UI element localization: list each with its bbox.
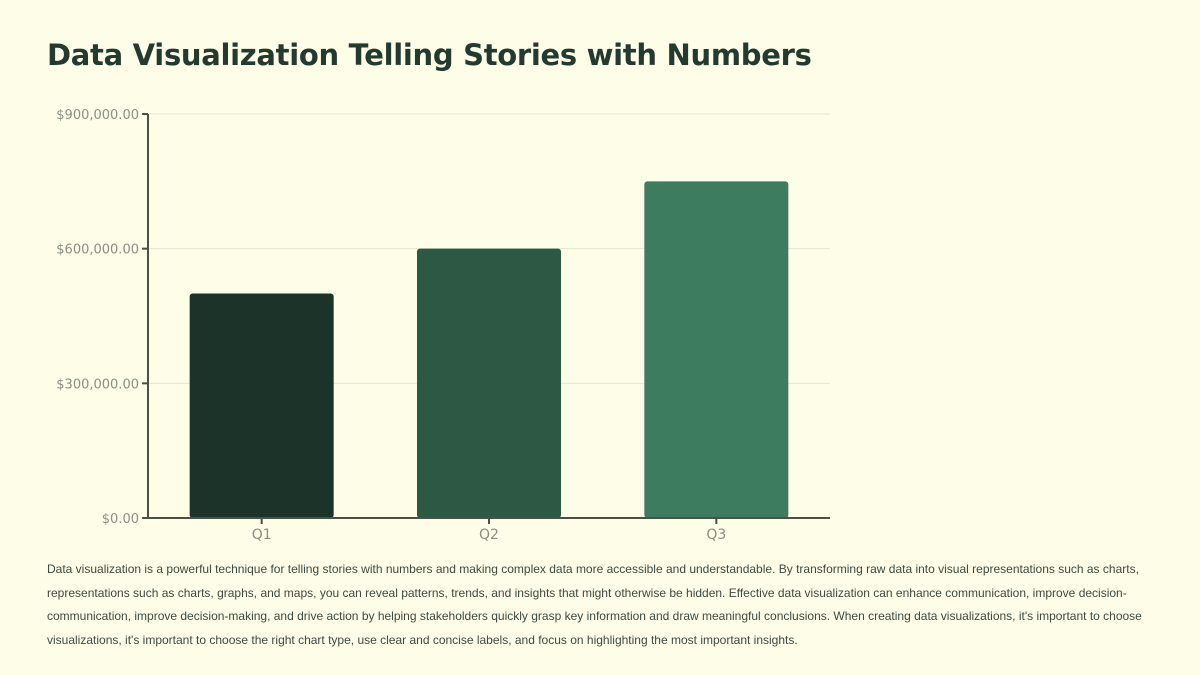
description-text: Data visualization is a powerful techniq…	[47, 562, 1142, 647]
y-tick-label: $900,000.00	[56, 108, 139, 123]
page-title: Data Visualization Telling Stories with …	[47, 38, 812, 72]
x-tick-label: Q1	[252, 527, 272, 543]
bar-q1	[189, 293, 334, 518]
bar-q3	[644, 181, 789, 519]
y-tick-label: $300,000.00	[56, 377, 139, 392]
y-tick-label: $600,000.00	[56, 243, 139, 258]
x-tick-label: Q3	[706, 527, 726, 543]
bar-chart: $0.00 $300,000.00 $600,000.00 $900,000.00 Q1…	[56, 108, 830, 543]
y-tick-label: $0.00	[102, 512, 139, 527]
bar-q2	[417, 248, 561, 518]
x-tick-label: Q2	[479, 527, 499, 543]
